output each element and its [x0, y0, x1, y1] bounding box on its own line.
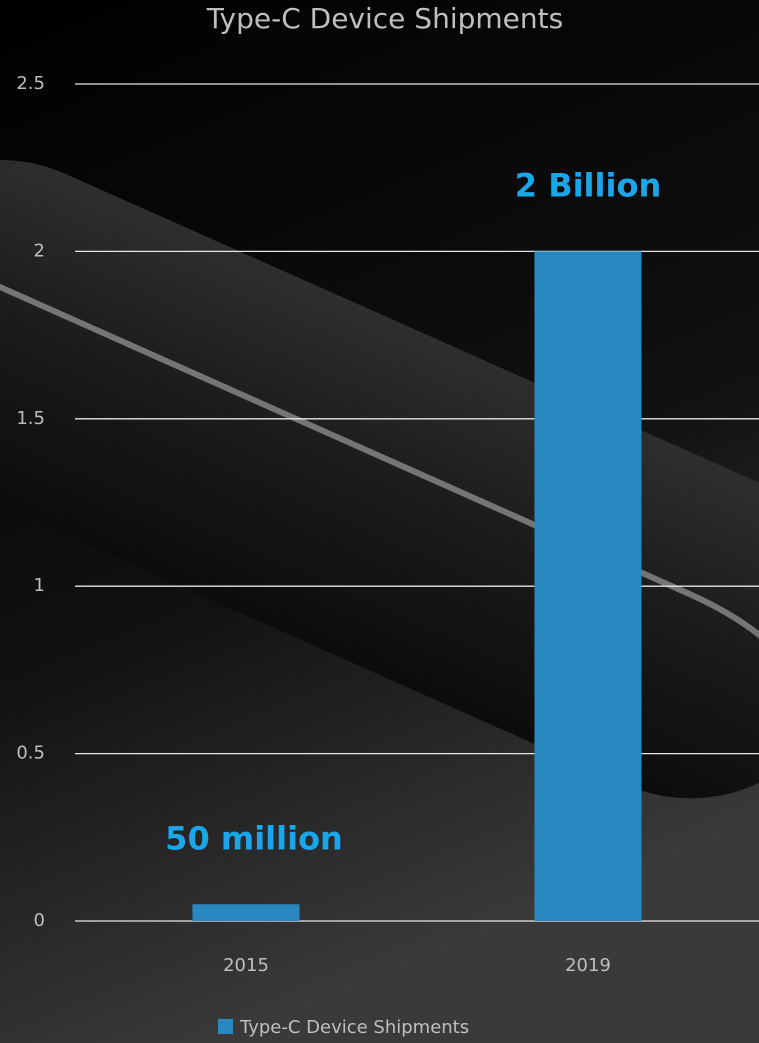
legend-swatch — [218, 1019, 233, 1034]
y-tick-label: 2.5 — [16, 73, 45, 94]
y-tick-label: 2 — [34, 240, 45, 261]
legend-label: Type-C Device Shipments — [239, 1017, 469, 1038]
bar — [534, 251, 642, 921]
value-label: 50 million — [165, 819, 343, 857]
bar — [192, 904, 300, 921]
y-tick-label: 1 — [34, 575, 45, 596]
x-tick-label: 2015 — [223, 955, 269, 976]
chart-title: Type-C Device Shipments — [206, 2, 563, 35]
value-label: 2 Billion — [515, 166, 661, 204]
y-tick-label: 1.5 — [16, 408, 45, 429]
y-tick-label: 0 — [34, 910, 45, 931]
y-tick-label: 0.5 — [16, 743, 45, 764]
x-tick-label: 2019 — [565, 955, 611, 976]
